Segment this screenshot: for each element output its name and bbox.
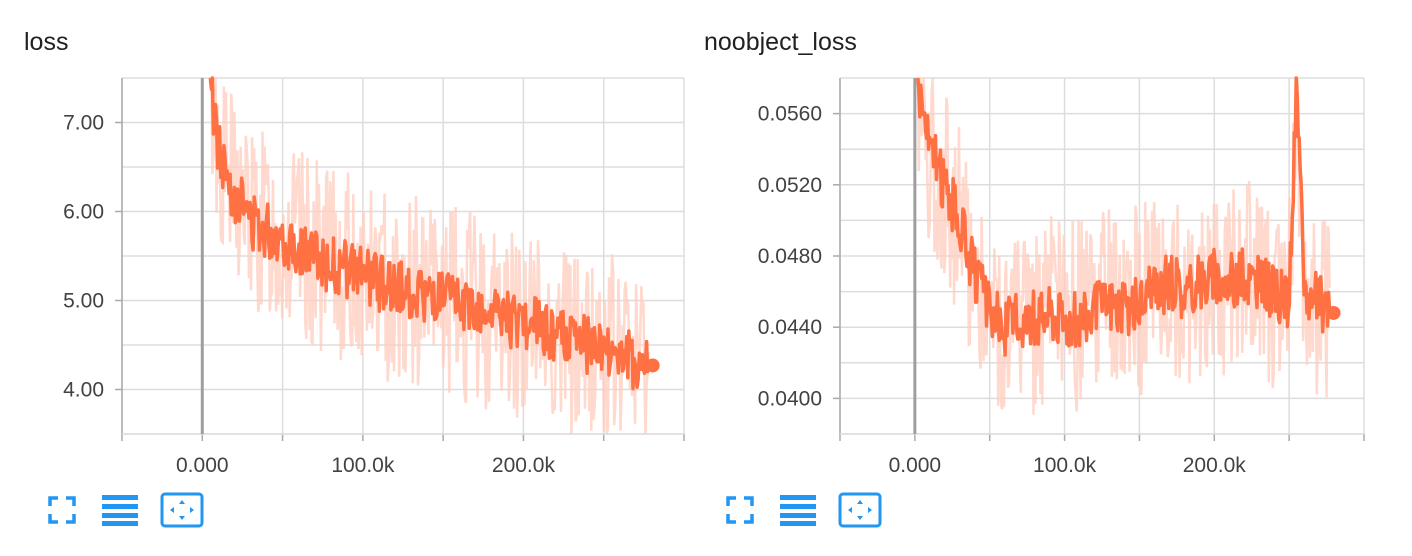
fit-domain-button[interactable] <box>160 490 204 530</box>
y-tick-label: 0.0400 <box>758 387 822 410</box>
fullscreen-icon <box>48 496 76 524</box>
list-icon <box>780 495 816 526</box>
y-tick-label: 0.0560 <box>758 103 822 126</box>
chart-toolbar <box>40 490 220 530</box>
fullscreen-button[interactable] <box>40 490 84 530</box>
fullscreen-icon <box>726 496 754 524</box>
fit-domain-button[interactable] <box>838 490 882 530</box>
raw-series-line <box>210 76 650 435</box>
series-end-point[interactable] <box>1326 305 1341 320</box>
chart-plot-noobject-loss[interactable]: 0.0400 0.0440 0.0480 0.0520 0.0560 0.000 100.0… <box>704 0 1404 490</box>
fit-domain-icon <box>160 492 204 528</box>
x-tick-label: 100.0k <box>1033 454 1097 477</box>
x-tick-label: 0.000 <box>889 454 942 477</box>
chart-title: loss <box>24 28 69 56</box>
x-tick-label: 0.000 <box>176 454 229 477</box>
toggle-log-scale-button[interactable] <box>98 490 142 530</box>
list-icon <box>102 495 138 526</box>
y-tick-label: 7.00 <box>63 112 104 135</box>
chart-plot-loss[interactable]: 4.00 5.00 6.00 7.00 0.000 100.0k 200.0k <box>0 0 700 490</box>
fullscreen-button[interactable] <box>718 490 762 530</box>
x-tick-label: 100.0k <box>331 454 395 477</box>
series-end-point[interactable] <box>645 358 660 373</box>
x-tick-label: 200.0k <box>492 454 556 477</box>
y-tick-label: 0.0440 <box>758 316 822 339</box>
y-tick-label: 5.00 <box>63 290 104 313</box>
y-tick-label: 0.0520 <box>758 174 822 197</box>
fit-domain-icon <box>838 492 882 528</box>
chart-toolbar <box>718 490 898 530</box>
raw-series-line <box>916 77 1331 415</box>
y-tick-label: 6.00 <box>63 201 104 224</box>
y-tick-label: 4.00 <box>63 379 104 402</box>
toggle-log-scale-button[interactable] <box>776 490 820 530</box>
smoothed-series-line <box>208 76 651 391</box>
x-tick-label: 200.0k <box>1183 454 1247 477</box>
smoothed-series-line <box>916 76 1332 357</box>
chart-title: noobject_loss <box>704 28 857 56</box>
y-tick-label: 0.0480 <box>758 245 822 268</box>
